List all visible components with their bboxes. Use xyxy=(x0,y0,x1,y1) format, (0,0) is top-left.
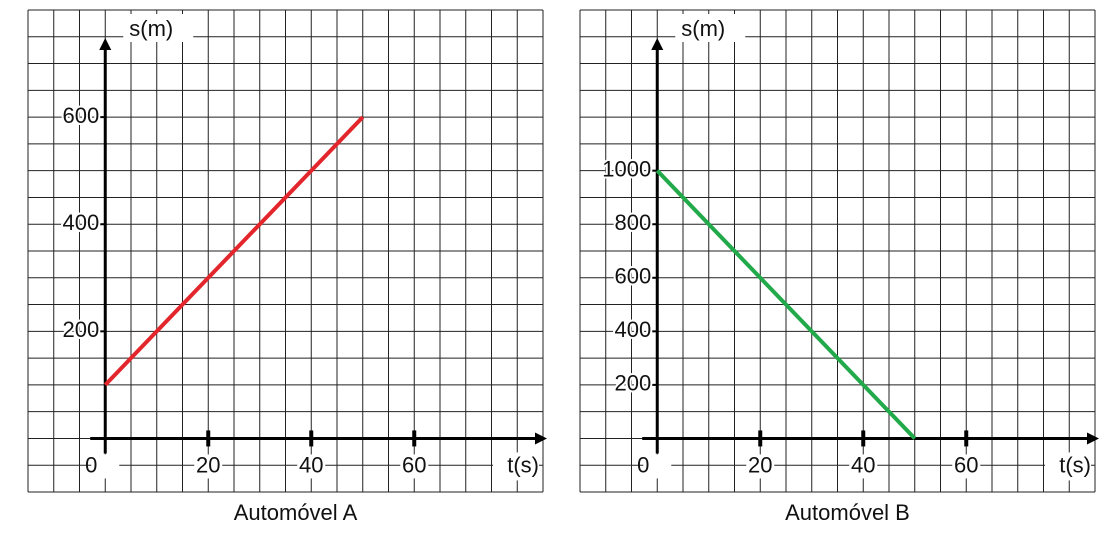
label-bg xyxy=(194,454,223,479)
x-axis-label: t(s) xyxy=(507,452,539,477)
y-tick-label: 400 xyxy=(615,317,652,342)
y-axis-label: s(m) xyxy=(129,16,173,41)
x-axis-label: t(s) xyxy=(1059,452,1091,477)
x-axis-arrow xyxy=(535,432,547,445)
y-tick-label: 200 xyxy=(615,371,652,396)
label-bg xyxy=(675,14,746,42)
label-bg xyxy=(123,14,194,42)
data-line xyxy=(103,115,365,387)
y-axis-label: s(m) xyxy=(681,16,725,41)
x-tick-label: 40 xyxy=(851,452,875,477)
x-tick-label: 20 xyxy=(196,452,220,477)
y-tick-label: 400 xyxy=(63,210,100,235)
label-bg xyxy=(952,454,981,479)
y-tick-label: 200 xyxy=(63,317,100,342)
label-bg xyxy=(849,454,878,479)
x-tick-label: 0 xyxy=(85,452,97,477)
y-tick-label: 600 xyxy=(63,103,100,128)
label-bg xyxy=(1045,452,1091,481)
data-line xyxy=(655,169,917,440)
y-axis-arrow xyxy=(651,38,664,50)
label-bg xyxy=(643,454,672,479)
label-bg xyxy=(493,452,539,481)
label-bg xyxy=(746,454,775,479)
x-tick-label: 40 xyxy=(299,452,323,477)
y-tick-label: 1000 xyxy=(602,156,651,181)
x-tick-label: 60 xyxy=(954,452,978,477)
label-bg xyxy=(91,454,120,479)
label-bg xyxy=(297,454,326,479)
chart-title: Automóvel B xyxy=(785,500,910,525)
x-tick-label: 60 xyxy=(402,452,426,477)
x-tick-label: 0 xyxy=(637,452,649,477)
y-tick-label: 600 xyxy=(615,264,652,289)
x-axis-arrow xyxy=(1087,432,1099,445)
chart-title: Automóvel A xyxy=(234,500,358,525)
label-bg xyxy=(400,454,429,479)
y-tick-label: 800 xyxy=(615,210,652,235)
y-axis-arrow xyxy=(99,38,112,50)
x-tick-label: 20 xyxy=(748,452,772,477)
